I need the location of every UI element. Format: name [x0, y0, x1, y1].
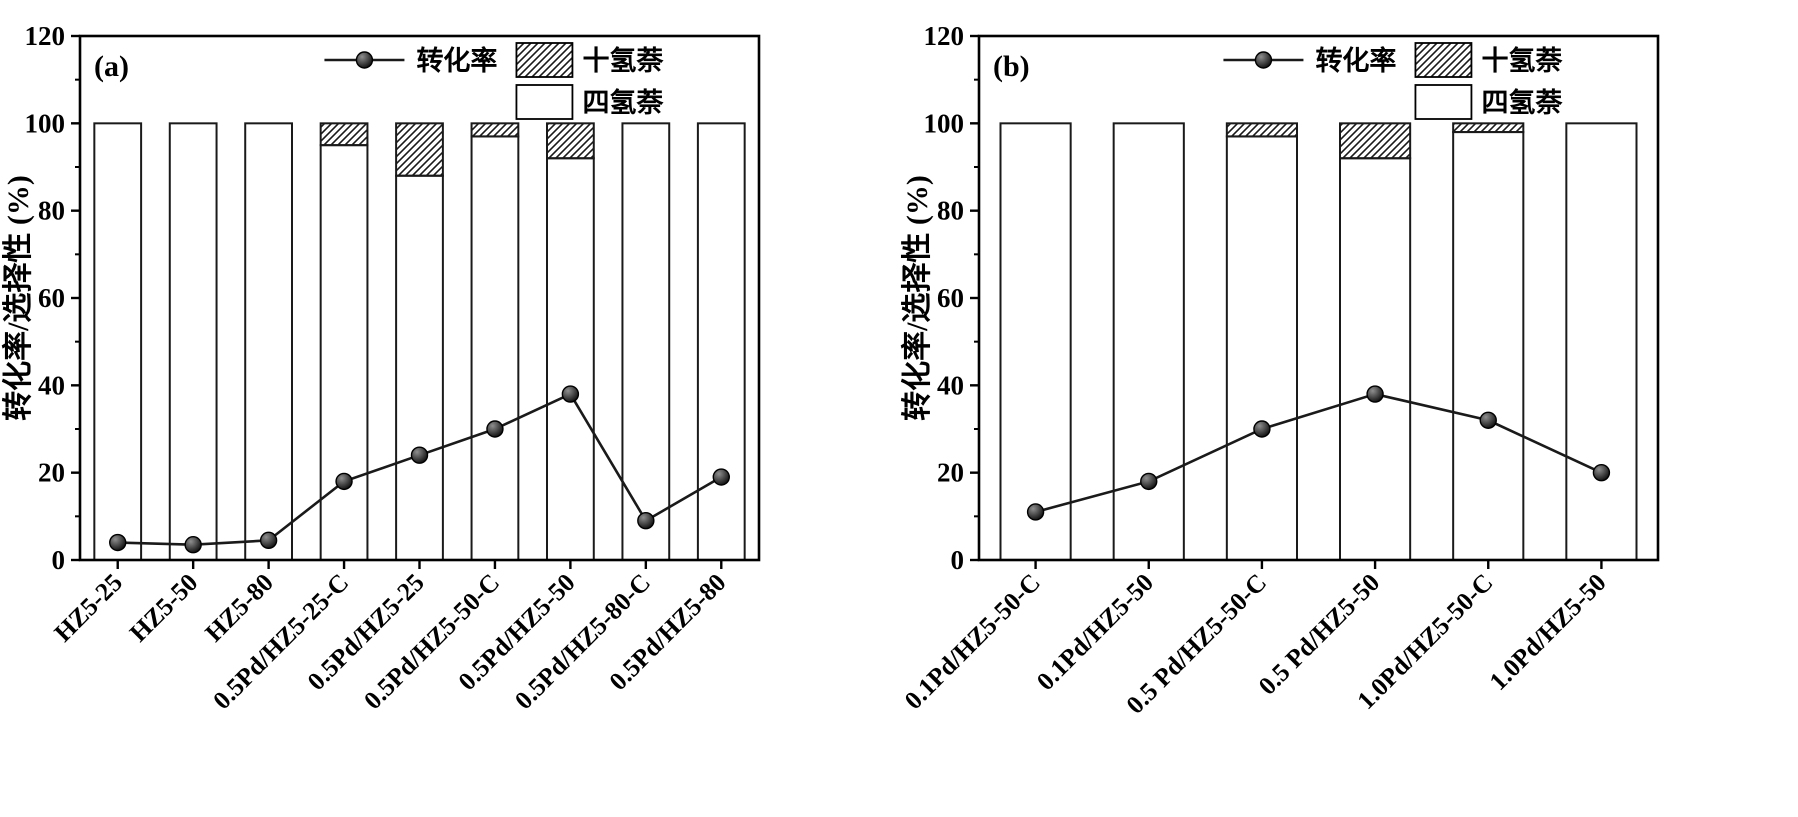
- y-tick-label: 80: [937, 196, 964, 226]
- bar-decalin: [1225, 122, 1298, 138]
- conversion-marker: [1592, 463, 1611, 482]
- x-category-label: 0.1Pd/HZ5-50: [1031, 568, 1159, 696]
- x-category-label: HZ5-50: [124, 568, 204, 648]
- conversion-marker: [1026, 503, 1045, 521]
- y-tick-label: 40: [937, 370, 964, 400]
- bar-tetralin: [621, 122, 671, 561]
- x-category-label: 0.5Pd/HZ5-50-C: [358, 568, 505, 715]
- legend-line-marker: [1254, 51, 1273, 69]
- y-tick-label: 120: [25, 21, 66, 51]
- panel-label: (a): [94, 50, 129, 83]
- conversion-marker: [1140, 472, 1158, 491]
- legend-swatch-tetralin: [1414, 84, 1473, 120]
- x-category-label: 1.0Pd/HZ5-50: [1483, 568, 1611, 696]
- y-tick-label: 60: [937, 283, 964, 313]
- bar-tetralin: [1339, 157, 1412, 561]
- bar-tetralin: [470, 135, 520, 562]
- legend-label-conversion: 转化率: [1315, 45, 1396, 76]
- legend-swatch-tetralin: [515, 84, 574, 120]
- conversion-marker: [1253, 420, 1271, 438]
- y-tick-label: 60: [38, 283, 65, 313]
- y-axis-label: 转化率/选择性 (%): [901, 175, 934, 421]
- conversion-marker: [1366, 385, 1384, 403]
- y-tick-label: 0: [951, 545, 965, 575]
- legend-label-decalin: 十氢萘: [582, 46, 664, 76]
- legend-label-tetralin: 四氢萘: [582, 88, 664, 118]
- conversion-marker: [410, 446, 429, 464]
- bar-tetralin: [168, 122, 218, 561]
- bar-tetralin: [319, 144, 369, 562]
- y-tick-label: 40: [38, 370, 65, 400]
- chart-panel-a: 020406080100120HZ5-25HZ5-50HZ5-800.5Pd/H…: [2, 21, 761, 715]
- x-category-label: 0.5Pd/HZ5-80-C: [509, 568, 656, 715]
- bar-decalin: [1339, 122, 1412, 160]
- conversion-marker: [637, 512, 655, 530]
- x-category-label: HZ5-25: [48, 568, 128, 648]
- y-axis-label: 转化率/选择性 (%): [2, 175, 35, 421]
- bar-tetralin: [1565, 122, 1638, 561]
- y-tick-label: 100: [25, 108, 66, 138]
- bar-tetralin: [1452, 131, 1525, 561]
- bar-decalin: [395, 122, 444, 177]
- x-category-label: 0.5Pd/HZ5-25-C: [207, 568, 354, 715]
- conversion-marker: [259, 531, 278, 550]
- x-category-label: 0.1Pd/HZ5-50-C: [899, 568, 1046, 715]
- conversion-marker: [486, 420, 504, 438]
- legend-label-conversion: 转化率: [416, 45, 497, 76]
- conversion-marker: [1479, 411, 1497, 429]
- conversion-marker: [712, 468, 730, 486]
- y-tick-label: 0: [52, 545, 66, 575]
- bar-tetralin: [93, 122, 143, 561]
- legend-line-marker: [355, 51, 374, 69]
- bar-decalin: [470, 122, 520, 138]
- legend-swatch-decalin: [1414, 42, 1473, 78]
- bar-tetralin: [696, 122, 746, 561]
- conversion-marker: [109, 533, 127, 552]
- conversion-marker: [184, 536, 202, 554]
- legend-label-tetralin: 四氢萘: [1481, 88, 1563, 118]
- conversion-marker: [335, 472, 353, 491]
- bar-tetralin: [1112, 122, 1185, 561]
- legend-label-decalin: 十氢萘: [1481, 46, 1563, 76]
- conversion-marker: [561, 385, 580, 403]
- chart-panel-b: 0 20 40 60 80 100 120 0.1Pd/HZ5-50-C0.1Pd/HZ5-5…: [899, 21, 1660, 719]
- y-tick-label: 20: [38, 458, 65, 488]
- bar-tetralin: [395, 174, 444, 561]
- y-tick-label: 20: [937, 458, 964, 488]
- bar-tetralin: [999, 122, 1072, 561]
- panel-label: (b): [993, 50, 1030, 83]
- bar-decalin: [319, 122, 369, 147]
- conversion-line: [1035, 392, 1602, 514]
- y-tick-label: 80: [38, 196, 65, 226]
- bar-decalin: [1452, 122, 1525, 134]
- y-tick-label: 100: [924, 108, 965, 138]
- bar-tetralin: [244, 122, 293, 561]
- bar-decalin: [546, 122, 595, 160]
- bar-tetralin: [546, 157, 595, 561]
- bar-tetralin: [1225, 135, 1298, 562]
- y-tick-label: 120: [924, 21, 965, 51]
- legend-swatch-decalin: [515, 42, 574, 78]
